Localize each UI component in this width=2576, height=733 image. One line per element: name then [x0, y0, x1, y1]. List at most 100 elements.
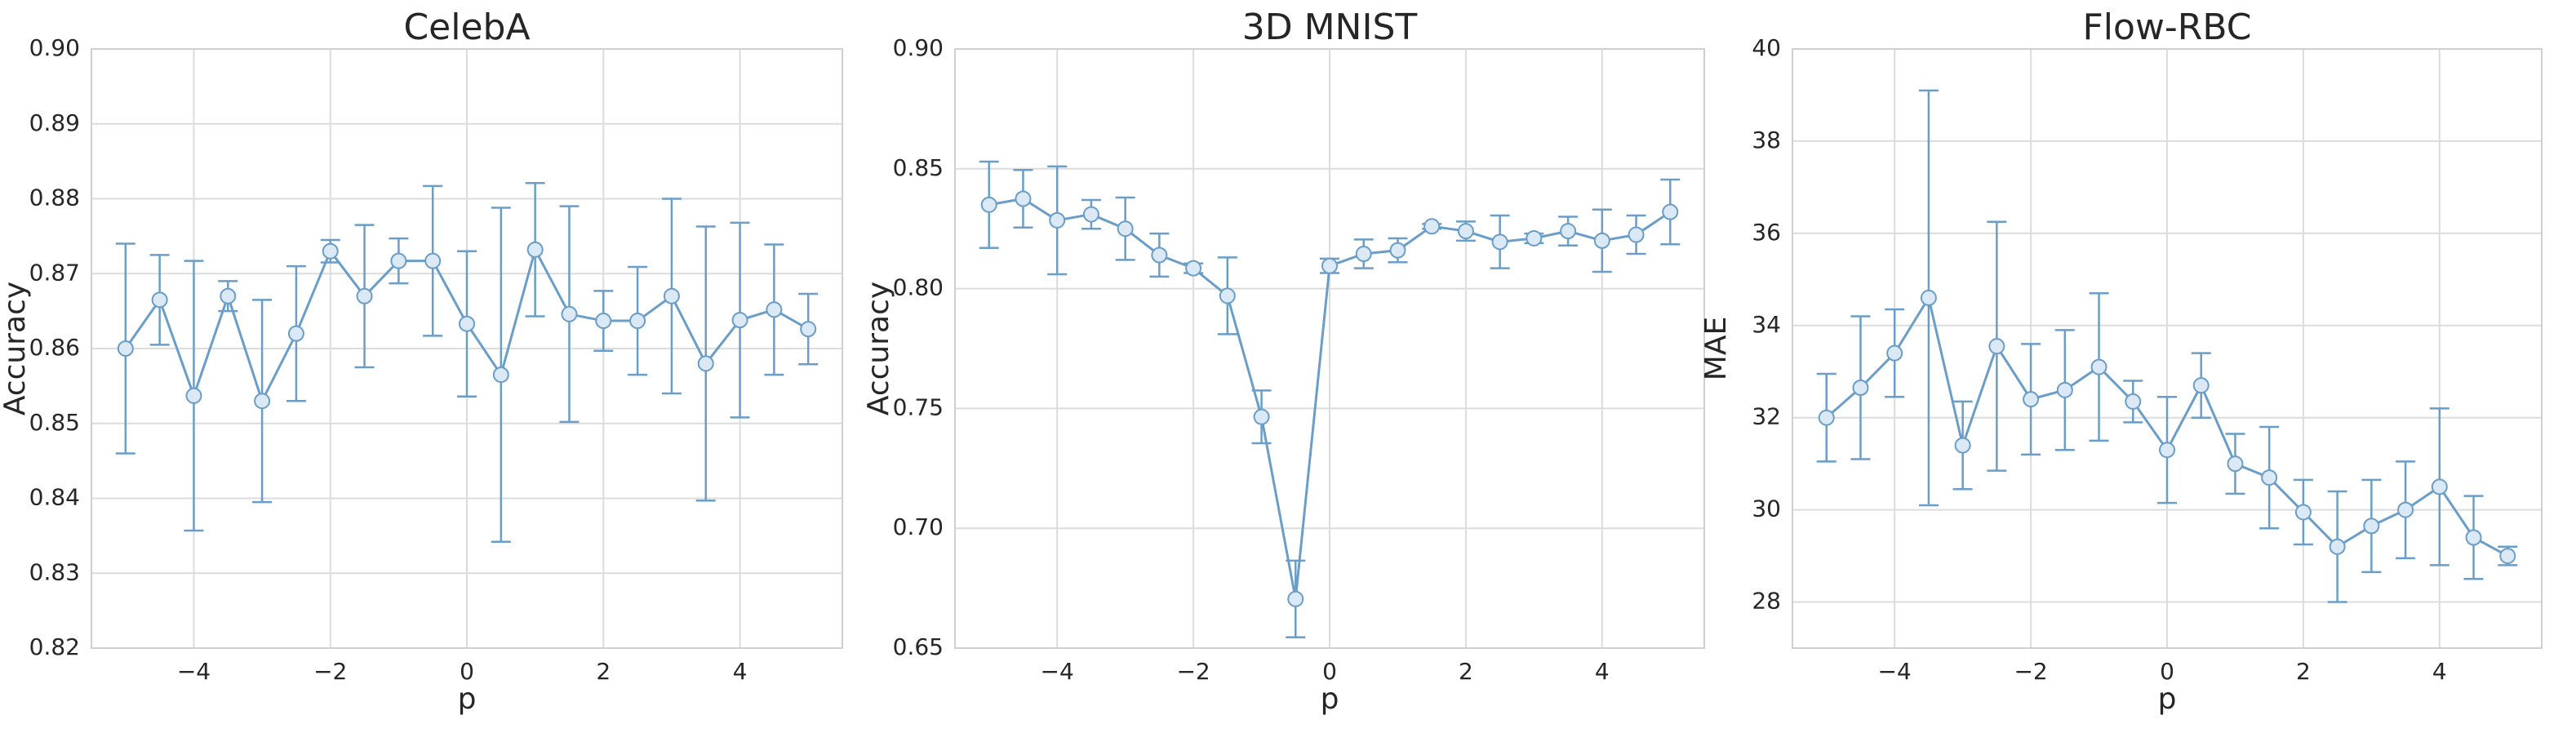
y-tick-label: 34	[1752, 311, 1781, 338]
x-tick-label: 2	[596, 658, 611, 685]
x-tick-label: −2	[2014, 658, 2047, 685]
marker	[766, 301, 783, 318]
marker	[2056, 381, 2073, 398]
y-tick-label: 0.75	[893, 393, 944, 420]
x-tick-label: 0	[1322, 658, 1337, 685]
marker	[2499, 548, 2516, 565]
marker	[1662, 203, 1679, 220]
x-tick-label: 0	[2160, 658, 2174, 685]
marker	[356, 287, 373, 304]
marker	[2294, 504, 2312, 521]
marker	[980, 196, 997, 213]
marker	[492, 366, 509, 384]
marker	[2397, 501, 2414, 518]
y-tick-label: 32	[1752, 403, 1781, 430]
x-tick-label: −4	[1041, 658, 1074, 685]
marker	[2227, 455, 2244, 473]
x-tick-label: −4	[1878, 658, 1912, 685]
axes-frame	[954, 48, 1705, 649]
axes-frame	[1792, 48, 2543, 649]
marker	[1049, 211, 1066, 229]
marker	[1818, 409, 1835, 426]
x-tick-label: 0	[460, 658, 474, 685]
marker	[2192, 377, 2210, 394]
y-tick-label: 30	[1752, 495, 1781, 522]
marker	[1852, 379, 1869, 396]
marker	[526, 241, 544, 258]
marker	[1015, 190, 1032, 207]
marker	[1321, 257, 1338, 274]
marker	[2431, 478, 2448, 495]
y-tick-label: 0.88	[29, 184, 80, 211]
x-tick-label: −2	[1176, 658, 1210, 685]
y-tick-label: 0.89	[29, 109, 80, 136]
x-tick-label: −2	[313, 658, 347, 685]
marker	[800, 321, 817, 338]
y-tick-label: 0.84	[29, 484, 80, 511]
y-tick-label: 0.80	[893, 274, 944, 301]
marker	[1526, 229, 1543, 247]
marker	[1423, 218, 1441, 235]
marker	[731, 312, 748, 329]
marker	[663, 287, 680, 304]
x-tick-label: 4	[1595, 658, 1610, 685]
y-tick-label: 0.82	[29, 633, 80, 660]
y-tick-label: 0.83	[29, 558, 80, 585]
marker	[2159, 442, 2175, 459]
marker	[1560, 223, 1577, 240]
marker	[1287, 590, 1304, 607]
marker	[697, 355, 714, 372]
marker	[1082, 206, 1099, 223]
y-tick-label: 38	[1752, 127, 1781, 153]
x-axis-label: p	[2158, 682, 2177, 716]
marker	[220, 287, 237, 304]
marker	[2465, 529, 2482, 546]
marker	[1457, 223, 1474, 240]
marker	[1920, 289, 1937, 306]
x-tick-label: 4	[733, 658, 748, 685]
x-axis-label: p	[1321, 682, 1339, 716]
marker	[1253, 408, 1270, 425]
marker	[2125, 393, 2142, 410]
y-tick-label: 40	[1752, 34, 1781, 61]
x-tick-label: 2	[2296, 658, 2311, 685]
marker	[424, 252, 442, 269]
marker	[254, 393, 271, 410]
y-tick-label: 0.90	[29, 34, 80, 61]
marker	[1389, 242, 1406, 259]
axes-frame	[91, 48, 843, 649]
marker	[117, 340, 134, 357]
y-tick-label: 28	[1752, 588, 1781, 615]
marker	[459, 315, 475, 332]
marker	[2261, 469, 2278, 486]
y-tick-label: 0.70	[893, 513, 944, 540]
y-axis-label: Accuracy	[0, 282, 32, 415]
y-tick-label: 0.65	[893, 633, 944, 660]
y-tick-label: 0.90	[893, 34, 944, 61]
marker	[287, 325, 304, 342]
y-tick-label: 36	[1752, 219, 1781, 246]
y-tick-label: 0.85	[29, 409, 80, 436]
marker	[1491, 233, 1508, 251]
marker	[2023, 391, 2040, 408]
marker	[629, 313, 646, 330]
marker	[390, 252, 407, 269]
marker	[1151, 247, 1168, 264]
chart-title: 3D MNIST	[1242, 7, 1418, 48]
marker	[1219, 287, 1236, 304]
marker	[1954, 437, 1971, 454]
x-tick-label: 4	[2432, 658, 2447, 685]
marker	[1185, 260, 1202, 277]
y-tick-label: 0.85	[893, 154, 944, 181]
marker	[151, 291, 168, 309]
chart-title: Flow-RBC	[2082, 7, 2251, 48]
marker	[595, 313, 612, 330]
marker	[2329, 538, 2346, 555]
marker	[1355, 246, 1372, 263]
marker	[1593, 232, 1610, 249]
chart-title: CelebA	[403, 7, 530, 48]
marker	[2090, 358, 2107, 375]
marker	[322, 242, 339, 260]
y-tick-label: 0.87	[29, 259, 80, 286]
